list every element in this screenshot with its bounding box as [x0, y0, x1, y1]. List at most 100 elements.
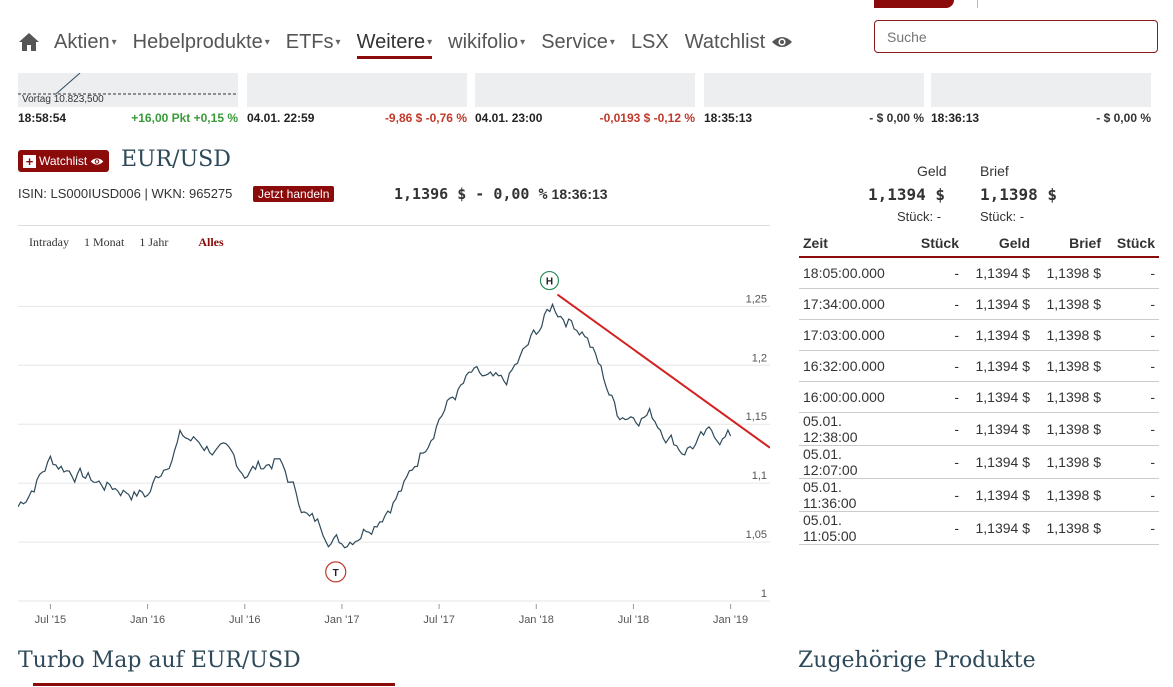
- table-cell: 1,1398 $: [1034, 445, 1105, 479]
- table-cell: 1,1398 $: [1034, 319, 1105, 351]
- high-marker-label: H: [546, 277, 553, 288]
- table-cell: 1,1394 $: [963, 511, 1034, 545]
- x-tick-label: Jan '16: [130, 614, 165, 626]
- isin-wkn: ISIN: LS000IUSD006 | WKN: 965275: [18, 186, 233, 201]
- table-cell: -: [895, 412, 963, 446]
- x-tick-label: Jul '15: [35, 614, 66, 626]
- table-cell: -: [1105, 478, 1159, 512]
- range-1-jahr[interactable]: 1 Jahr: [139, 235, 169, 249]
- x-tick-label: Jul '17: [423, 614, 454, 626]
- geld-stueck: Stück: -: [897, 209, 942, 224]
- brief-stueck: Stück: -: [980, 209, 1025, 224]
- index-tile[interactable]: 18:35:13 - $ 0,00 %: [704, 73, 924, 129]
- table-row: 18:05:00.000-1,1394 $1,1398 $ -: [799, 257, 1159, 289]
- add-to-watchlist-button[interactable]: + Watchlist: [18, 150, 110, 172]
- top-divider: [977, 0, 978, 8]
- table-row: 05.01. 12:07:00-1,1394 $1,1398 $ -: [799, 445, 1159, 479]
- table-row: 17:34:00.000-1,1394 $1,1398 $ -: [799, 288, 1159, 320]
- table-row: 16:32:00.000-1,1394 $1,1398 $ -: [799, 350, 1159, 382]
- nav-item-watchlist[interactable]: Watchlist: [685, 31, 793, 54]
- x-tick-label: Jul '16: [229, 614, 260, 626]
- vortag-label: Vortag 10.823,500: [22, 94, 104, 105]
- nav-item-etfs[interactable]: ETFs ▾: [285, 30, 341, 53]
- sparkline: [931, 73, 1151, 107]
- table-cell: -: [1105, 445, 1159, 479]
- y-tick-label: 1,05: [746, 529, 767, 541]
- home-icon[interactable]: [18, 31, 40, 53]
- table-cell: -: [895, 257, 963, 289]
- table-cell: 16:00:00.000: [799, 381, 895, 413]
- nav-item-aktien[interactable]: Aktien ▾: [54, 30, 117, 53]
- range-1-monat[interactable]: 1 Monat: [83, 235, 125, 249]
- index-tile[interactable]: 04.01. 23:00 -0,0193 $ -0,12 %: [475, 73, 695, 129]
- range-alles[interactable]: Alles: [198, 235, 224, 249]
- nav-item-hebelprodukte[interactable]: Hebelprodukte ▾: [132, 30, 270, 53]
- table-cell: 18:05:00.000: [799, 257, 895, 289]
- table-cell: 1,1398 $: [1034, 412, 1105, 446]
- caret-down-icon: ▾: [609, 36, 615, 48]
- nav-item-wikifolio[interactable]: wikifolio ▾: [448, 30, 526, 53]
- x-tick-label: Jan '17: [324, 614, 359, 626]
- tile-time: 18:36:13: [931, 111, 980, 125]
- caret-down-icon: ▾: [264, 36, 270, 48]
- nav-item-service[interactable]: Service ▾: [541, 30, 615, 53]
- table-cell: -: [895, 511, 963, 545]
- table-cell: 1,1398 $: [1034, 257, 1105, 289]
- tile-change: - $ 0,00 %: [869, 111, 924, 125]
- table-cell: -: [1105, 319, 1159, 351]
- index-tile[interactable]: 04.01. 22:59 -9,86 $ -0,76 %: [247, 73, 467, 129]
- table-cell: -: [1105, 511, 1159, 545]
- tile-change: +16,00 Pkt +0,15 %: [131, 111, 238, 125]
- low-marker: [325, 561, 347, 583]
- price-chart-panel: Intraday 1 Monat 1 Jahr Alles 1 1,05 1,1 1,…: [18, 225, 770, 635]
- sparkline: [704, 73, 924, 107]
- table-cell: 1,1394 $: [963, 445, 1034, 479]
- table-cell: -: [895, 350, 963, 382]
- sparkline: [475, 73, 695, 107]
- time-range-selector: Intraday 1 Monat 1 Jahr Alles: [29, 235, 239, 250]
- table-cell: 1,1398 $: [1034, 350, 1105, 382]
- table-cell: 1,1398 $: [1034, 478, 1105, 512]
- index-tiles: Vortag 10.823,500 18:58:54 +16,00 Pkt +0,…: [18, 73, 1158, 129]
- y-tick-label: 1,1: [752, 470, 767, 482]
- table-cell: 05.01. 11:36:00: [799, 478, 895, 512]
- quote-price: 1,1396 $ - 0,00 %: [394, 185, 548, 203]
- index-tile[interactable]: 18:36:13 - $ 0,00 %: [931, 73, 1151, 129]
- main-nav: Aktien ▾ Hebelprodukte ▾ ETFs ▾ Weitere ▾ wi…: [18, 24, 809, 60]
- table-cell: -: [1105, 381, 1159, 413]
- tile-time: 04.01. 22:59: [247, 111, 315, 125]
- table-row: 17:03:00.000-1,1394 $1,1398 $ -: [799, 319, 1159, 351]
- table-cell: 1,1394 $: [963, 412, 1034, 446]
- brief-label: Brief: [980, 163, 1009, 179]
- table-cell: 05.01. 12:07:00: [799, 445, 895, 479]
- tile-time: 04.01. 23:00: [475, 111, 543, 125]
- caret-down-icon: ▾: [335, 36, 341, 48]
- y-tick-label: 1,25: [746, 293, 767, 305]
- search-input[interactable]: [874, 20, 1158, 53]
- index-tile[interactable]: Vortag 10.823,500 18:58:54 +16,00 Pkt +0,…: [18, 73, 238, 129]
- nav-item-weitere[interactable]: Weitere ▾: [356, 31, 433, 59]
- quotes-table: Zeit Stück Geld Brief Stück 18:05:00.000…: [799, 229, 1159, 545]
- x-tick-label: Jan '19: [713, 614, 748, 626]
- trend-line: [556, 293, 770, 449]
- y-tick-label: 1,2: [752, 352, 767, 364]
- price-series-line: [18, 302, 732, 549]
- table-row: 05.01. 11:05:00-1,1394 $1,1398 $ -: [799, 511, 1159, 545]
- table-cell: 17:03:00.000: [799, 319, 895, 351]
- table-row: 05.01. 12:38:00-1,1394 $1,1398 $ -: [799, 412, 1159, 446]
- table-cell: -: [895, 381, 963, 413]
- plus-icon: +: [23, 154, 36, 168]
- nav-item-lsx[interactable]: LSX: [630, 30, 669, 53]
- high-marker: [539, 270, 560, 291]
- related-products-title: Zugehörige Produkte: [798, 648, 1036, 673]
- sparkline: [247, 73, 467, 107]
- table-cell: 1,1394 $: [963, 257, 1034, 289]
- table-cell: -: [1105, 412, 1159, 446]
- geld-value: 1,1394 $: [868, 185, 946, 204]
- range-intraday[interactable]: Intraday: [29, 235, 69, 249]
- table-cell: 1,1394 $: [963, 288, 1034, 320]
- sparkline: Vortag 10.823,500: [18, 73, 238, 107]
- table-cell: 1,1394 $: [963, 319, 1034, 351]
- trade-now-button[interactable]: Jetzt handeln: [253, 186, 335, 202]
- price-chart[interactable]: 1 1,05 1,1 1,15 1,2 1,25 Jul '15 Jan '16 Jul '16…: [18, 256, 770, 636]
